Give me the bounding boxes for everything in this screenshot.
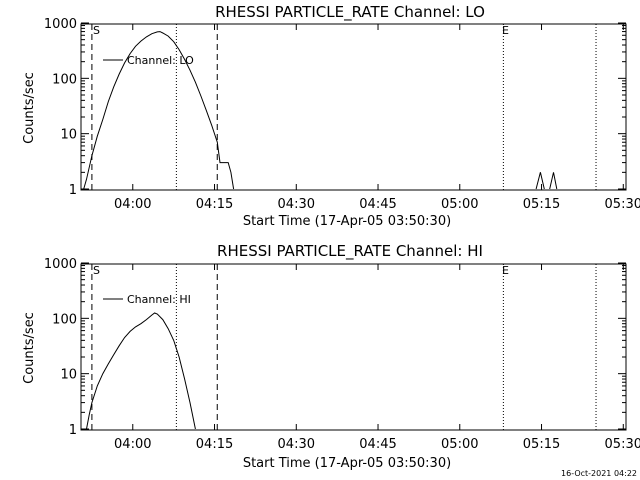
x-tick-label-lo-2: 04:30 (278, 197, 315, 212)
end-marker-lo: E (502, 24, 509, 37)
x-tick-label-lo-0: 04:00 (114, 197, 151, 212)
legend-label-lo: Channel: LO (127, 54, 194, 67)
hi-channel-panel: RHESSI PARTICLE_RATE Channel: HI Counts/… (22, 242, 640, 471)
plot-frame-hi (80, 263, 627, 431)
x-tick-label-hi-6: 05:30 (605, 437, 640, 452)
end-marker-hi: E (502, 264, 509, 277)
x-tick-label-lo-5: 05:15 (523, 197, 560, 212)
y-tick-label-lo-2: 100 (52, 72, 77, 87)
y-tick-label-hi-1: 10 (60, 368, 77, 383)
x-tick-label-hi-0: 04:00 (114, 437, 151, 452)
x-tick-label-lo-4: 05:00 (441, 197, 478, 212)
legend-label-hi: Channel: HI (127, 293, 191, 306)
x-tick-label-hi-4: 05:00 (441, 437, 478, 452)
plot-frame-lo (80, 23, 627, 191)
chart-title-hi: RHESSI PARTICLE_RATE Channel: HI (217, 242, 483, 261)
x-tick-label-hi-3: 04:45 (359, 437, 396, 452)
y-tick-label-hi-3: 1000 (44, 257, 77, 272)
x-tick-label-lo-3: 04:45 (359, 197, 396, 212)
x-tick-label-lo-1: 04:15 (196, 197, 233, 212)
y-tick-label-lo-3: 1000 (44, 17, 77, 32)
x-tick-label-hi-5: 05:15 (523, 437, 560, 452)
start-marker-lo: S (93, 24, 100, 37)
series-line-hi-0 (86, 312, 196, 430)
series-line-lo-2 (549, 172, 558, 190)
x-tick-label-hi-1: 04:15 (196, 437, 233, 452)
y-tick-label-hi-0: 1 (69, 423, 77, 438)
generation-timestamp: 16-Oct-2021 04:22 (561, 469, 637, 478)
start-marker-hi: S (93, 264, 100, 277)
x-axis-label-hi: Start Time (17-Apr-05 03:50:30) (243, 456, 451, 471)
y-tick-label-hi-2: 100 (52, 312, 77, 327)
chart-title-lo: RHESSI PARTICLE_RATE Channel: LO (215, 3, 485, 22)
series-line-lo-1 (535, 172, 545, 190)
series-line-lo-0 (83, 31, 235, 190)
y-axis-label-hi: Counts/sec (22, 312, 37, 384)
y-axis-label-lo: Counts/sec (22, 72, 37, 144)
x-axis-label-lo: Start Time (17-Apr-05 03:50:30) (243, 214, 451, 229)
y-tick-label-lo-0: 1 (69, 183, 77, 198)
x-tick-label-hi-2: 04:30 (278, 437, 315, 452)
x-tick-label-lo-6: 05:30 (605, 197, 640, 212)
lo-channel-panel: RHESSI PARTICLE_RATE Channel: LO Counts/… (22, 3, 640, 229)
y-tick-label-lo-1: 10 (60, 128, 77, 143)
